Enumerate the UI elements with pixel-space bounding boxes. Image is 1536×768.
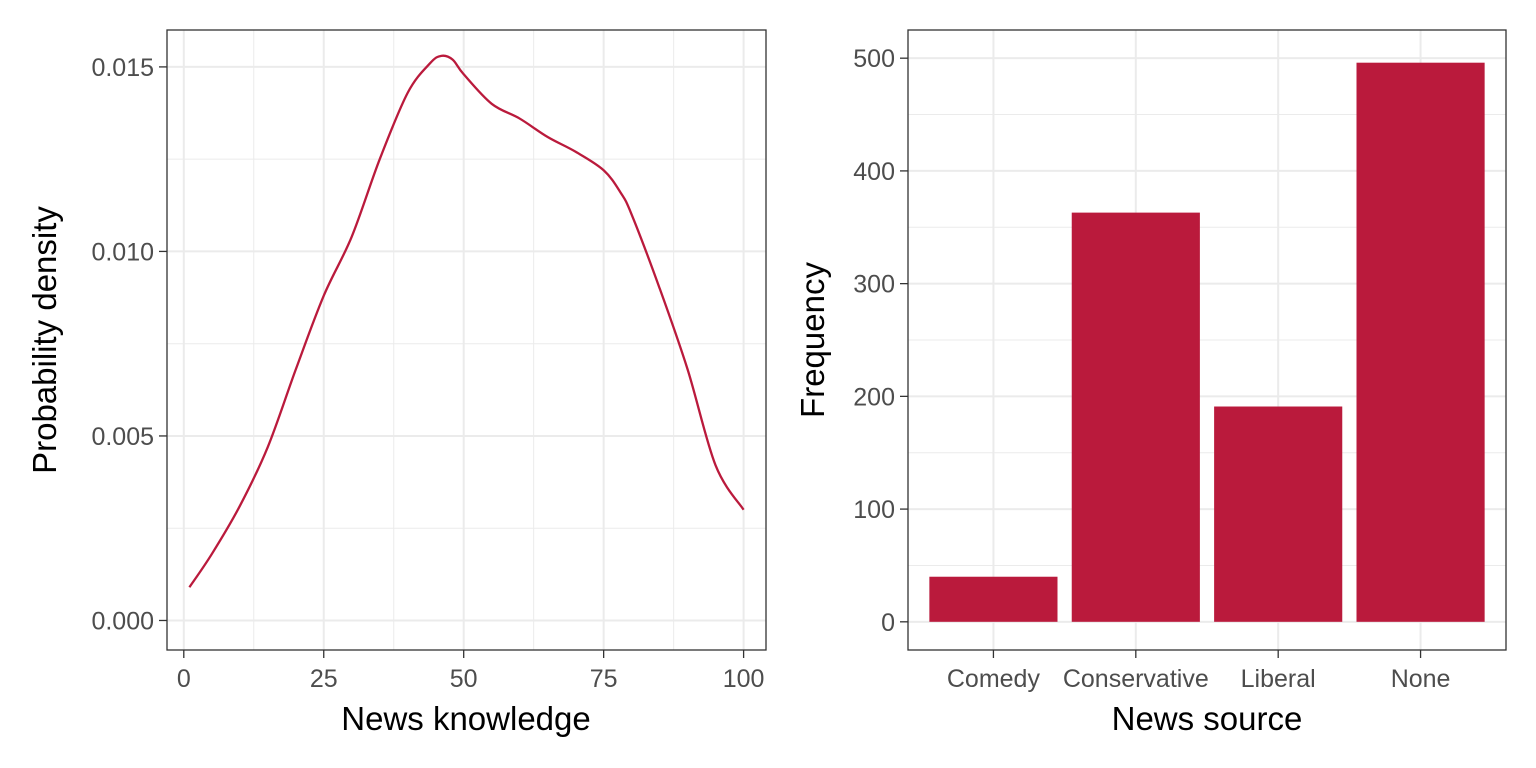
- density-y-tick-label: 0.005: [91, 423, 154, 451]
- density-panel: 0 25 50 75 100 0.000 0.005 0.010 0.015 News know…: [26, 29, 767, 737]
- density-panel-background: [167, 30, 766, 650]
- frequency-bar: [929, 576, 1058, 622]
- density-panel-border: [166, 29, 767, 651]
- frequency-x-tick-label: Conservative: [1063, 665, 1209, 693]
- frequency-y-tick-label: 500: [853, 45, 895, 73]
- frequency-bars: [929, 62, 1485, 622]
- frequency-axis-ticks: 0 100 200 300 400 500 Comedy Conservative Libera…: [853, 45, 1450, 693]
- frequency-x-tick-label: None: [1391, 665, 1451, 693]
- density-y-tick-label: 0.015: [91, 54, 154, 82]
- density-curve: [188, 54, 745, 588]
- frequency-y-tick-label: 200: [853, 383, 895, 411]
- density-x-tick-label: 100: [723, 665, 765, 693]
- frequency-x-tick-label: Comedy: [947, 665, 1041, 693]
- density-x-axis-title: News knowledge: [341, 700, 590, 737]
- density-gridlines: [167, 30, 766, 650]
- frequency-panel-border: [907, 29, 1507, 651]
- frequency-y-tick-label: 300: [853, 271, 895, 299]
- frequency-y-tick-label: 100: [853, 496, 895, 524]
- frequency-bar: [1356, 62, 1485, 622]
- density-x-tick-label: 0: [177, 665, 191, 693]
- frequency-y-tick-label: 400: [853, 158, 895, 186]
- density-y-tick-label: 0.010: [91, 238, 154, 266]
- frequency-x-axis-title: News source: [1112, 700, 1303, 737]
- frequency-y-tick-label: 0: [881, 609, 895, 637]
- frequency-y-axis-title: Frequency: [794, 262, 831, 418]
- density-axis-ticks: 0 25 50 75 100 0.000 0.005 0.010 0.015: [91, 54, 764, 693]
- density-x-tick-label: 50: [450, 665, 478, 693]
- density-y-tick-label: 0.000: [91, 607, 154, 635]
- frequency-x-tick-label: Liberal: [1241, 665, 1316, 693]
- density-x-tick-label: 75: [590, 665, 618, 693]
- density-x-tick-label: 25: [310, 665, 338, 693]
- frequency-bar: [1071, 212, 1200, 622]
- frequency-bar: [1214, 406, 1343, 622]
- frequency-panel: 0 100 200 300 400 500 Comedy Conservative Libera…: [794, 29, 1507, 737]
- density-y-axis-title: Probability density: [26, 206, 63, 474]
